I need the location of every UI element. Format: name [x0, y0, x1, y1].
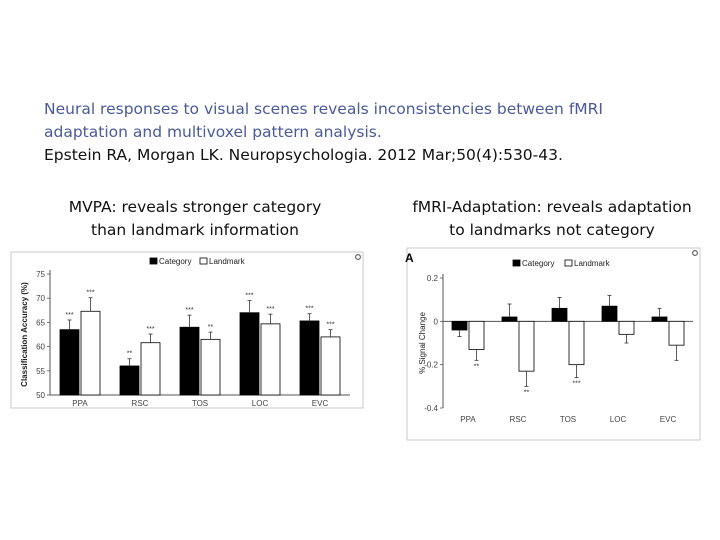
significance-label: ***	[266, 306, 274, 313]
y-tick-label: 60	[36, 343, 45, 352]
right-caption-line-1: fMRI-Adaptation: reveals adaptation	[412, 198, 692, 216]
y-axis-label: % Signal Change	[418, 312, 427, 374]
y-tick-label: -0.4	[424, 404, 438, 413]
y-tick-label: 55	[36, 367, 45, 376]
bar-landmark-loc	[618, 320, 635, 335]
legend-label-landmark: Landmark	[209, 257, 246, 266]
significance-label: ***	[86, 290, 94, 297]
panel-label: A	[405, 251, 414, 265]
bar-landmark-rsc	[518, 320, 535, 372]
adaptation-bar-chart: Category Landmark A -0.4 -0.2 0 0.2 % Signal Ch…	[405, 247, 701, 441]
significance-label: ***	[572, 381, 580, 388]
legend-swatch-landmark	[199, 257, 208, 265]
bar-landmark-evc	[320, 336, 341, 396]
significance-label: ***	[245, 293, 253, 300]
bar-category-evc	[651, 316, 668, 322]
left-caption: MVPA: reveals stronger category than lan…	[40, 196, 350, 242]
bar-landmark-ppa	[468, 320, 485, 350]
bar-landmark-tos	[568, 320, 585, 366]
y-tick-label: 0	[434, 317, 439, 326]
citation: Epstein RA, Morgan LK. Neuropsychologia.…	[44, 146, 563, 164]
significance-label: ***	[305, 306, 313, 313]
significance-label: ***	[326, 322, 334, 329]
legend-label-category: Category	[522, 259, 554, 268]
bar-landmark-loc	[260, 323, 281, 396]
significance-label: **	[474, 363, 480, 370]
magnifier-icon	[355, 253, 362, 261]
bar-category-evc	[299, 320, 320, 396]
y-tick-label: -0.2	[424, 361, 438, 370]
left-caption-line-2: than landmark information	[91, 221, 299, 239]
y-tick-label: 50	[36, 391, 45, 400]
bar-category-loc	[239, 312, 260, 396]
y-tick-label: 0.2	[427, 274, 439, 283]
mvpa-bar-chart: Category Landmark 50 55 60 65 70 75 Classificati…	[10, 251, 364, 409]
y-axis-label: Classification Accuracy (%)	[20, 282, 29, 387]
significance-label: **	[524, 389, 530, 396]
legend-swatch-landmark	[564, 259, 573, 267]
category-label-rsc: RSC	[132, 399, 149, 408]
significance-label: **	[208, 324, 214, 331]
category-label-ppa: PPA	[460, 415, 476, 424]
y-tick-label: 75	[36, 270, 45, 279]
category-label-ppa: PPA	[72, 399, 88, 408]
right-caption-line-2: to landmarks not category	[449, 221, 655, 239]
bar-category-tos	[179, 326, 200, 396]
bar-category-rsc	[119, 365, 140, 396]
category-label-rsc: RSC	[510, 415, 527, 424]
chart-frame	[406, 247, 701, 441]
category-label-loc: LOC	[252, 399, 269, 408]
magnifier-icon	[692, 249, 699, 257]
category-label-loc: LOC	[610, 415, 627, 424]
bar-landmark-rsc	[140, 342, 161, 396]
legend-label-landmark: Landmark	[574, 259, 611, 268]
bar-category-tos	[551, 307, 568, 322]
category-label-tos: TOS	[560, 415, 576, 424]
significance-label: **	[127, 351, 133, 358]
bar-landmark-evc	[668, 320, 685, 346]
slide-title-line-1: Neural responses to visual scenes reveal…	[44, 100, 603, 118]
bar-category-rsc	[501, 316, 518, 322]
significance-label: ***	[146, 326, 154, 333]
legend-label-category: Category	[159, 257, 191, 266]
category-label-evc: EVC	[312, 399, 329, 408]
y-tick-label: 65	[36, 318, 45, 327]
bar-category-ppa	[451, 320, 468, 331]
legend-swatch-category	[512, 259, 521, 267]
y-tick-label: 70	[36, 294, 45, 303]
slide-title-line-2: adaptation and multivoxel pattern analys…	[44, 123, 382, 141]
bar-category-loc	[601, 305, 618, 322]
bar-landmark-ppa	[80, 310, 101, 396]
chart-frame	[10, 251, 364, 409]
slide-header: Neural responses to visual scenes reveal…	[44, 98, 704, 167]
bar-category-ppa	[59, 329, 80, 396]
left-caption-line-1: MVPA: reveals stronger category	[68, 198, 322, 216]
legend-swatch-category	[149, 257, 158, 265]
category-label-tos: TOS	[192, 399, 208, 408]
significance-label: ***	[65, 312, 73, 319]
right-caption: fMRI-Adaptation: reveals adaptation to l…	[392, 196, 712, 242]
category-label-evc: EVC	[660, 415, 677, 424]
bar-landmark-tos	[200, 338, 221, 396]
significance-label: ***	[185, 307, 193, 314]
